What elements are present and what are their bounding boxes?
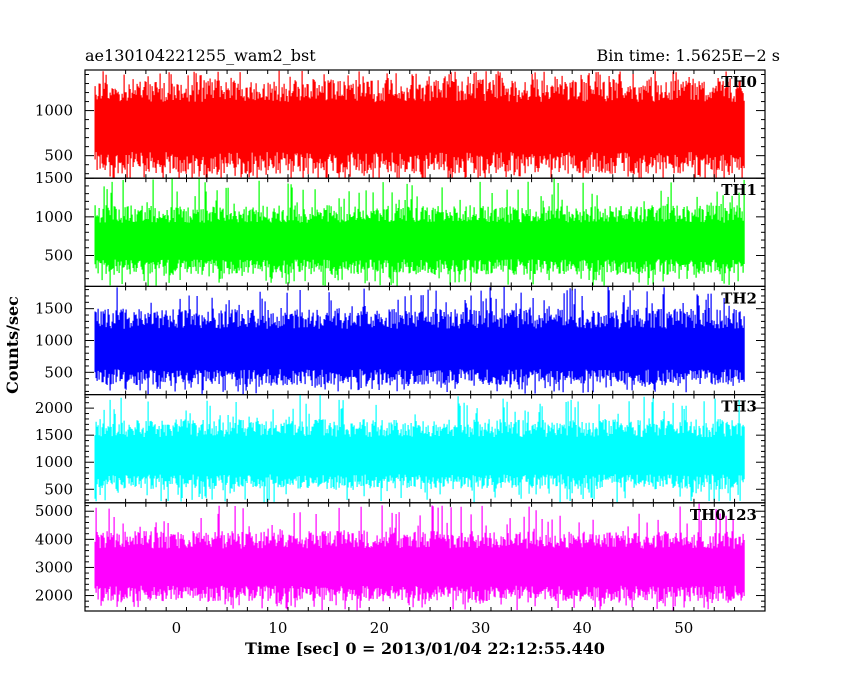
y-tick-label: 1000 bbox=[35, 332, 73, 350]
series-th0123 bbox=[94, 503, 745, 611]
series-th3 bbox=[94, 394, 745, 503]
y-axis-title: Counts/sec bbox=[3, 296, 22, 394]
x-tick-label: 40 bbox=[573, 619, 592, 637]
x-tick-label: 10 bbox=[268, 619, 287, 637]
y-tick-label: 500 bbox=[44, 480, 73, 498]
chart-title-left: ae130104221255_wam2_bst bbox=[85, 46, 316, 65]
panel-th2: 500 1000 1500 TH2 bbox=[35, 285, 766, 396]
panel-th0: 500 1000 TH0 bbox=[35, 69, 766, 179]
panel-th3: 500 1000 1500 2000 TH3 bbox=[35, 394, 766, 504]
x-tick-label: 50 bbox=[674, 619, 693, 637]
y-tick-label: 1500 bbox=[35, 169, 73, 187]
x-tick-label: 30 bbox=[471, 619, 490, 637]
y-tick-label: 500 bbox=[44, 147, 73, 165]
y-tick-label: 1000 bbox=[35, 102, 73, 120]
panel-frame bbox=[84, 502, 766, 612]
chart-title-right: Bin time: 1.5625E−2 s bbox=[597, 46, 780, 65]
y-tick-label: 2000 bbox=[35, 587, 73, 605]
x-axis-title: Time [sec] 0 = 2013/01/04 22:12:55.440 bbox=[245, 639, 605, 658]
panel-th1: 500 1000 1500 TH1 bbox=[35, 169, 766, 287]
panel-label: TH0 bbox=[721, 73, 757, 91]
panels: 5001000TH050010001500TH150010001500TH250… bbox=[35, 69, 766, 637]
y-tick-label: 1500 bbox=[35, 426, 73, 444]
y-tick-label: 1500 bbox=[35, 300, 73, 318]
y-tick-label: 5000 bbox=[35, 502, 73, 520]
y-tick-label: 500 bbox=[44, 246, 73, 264]
panel-label: TH3 bbox=[721, 398, 757, 416]
panel-label: TH0123 bbox=[690, 506, 757, 524]
y-tick-label: 4000 bbox=[35, 530, 73, 548]
series-th1 bbox=[94, 178, 745, 287]
x-tick-label: 20 bbox=[370, 619, 389, 637]
series-th0 bbox=[94, 70, 745, 179]
y-tick-label: 500 bbox=[44, 363, 73, 381]
x-tick-label: 0 bbox=[172, 619, 182, 637]
y-tick-label: 1000 bbox=[35, 453, 73, 471]
panel-th0123: 2000 3000 4000 5000 TH0123 bbox=[35, 502, 766, 612]
series-th2 bbox=[94, 286, 745, 395]
panel-label: TH2 bbox=[721, 289, 757, 307]
panel-label: TH1 bbox=[721, 181, 757, 199]
y-tick-label: 1000 bbox=[35, 208, 73, 226]
y-tick-label: 3000 bbox=[35, 558, 73, 576]
y-tick-label: 2000 bbox=[35, 399, 73, 417]
